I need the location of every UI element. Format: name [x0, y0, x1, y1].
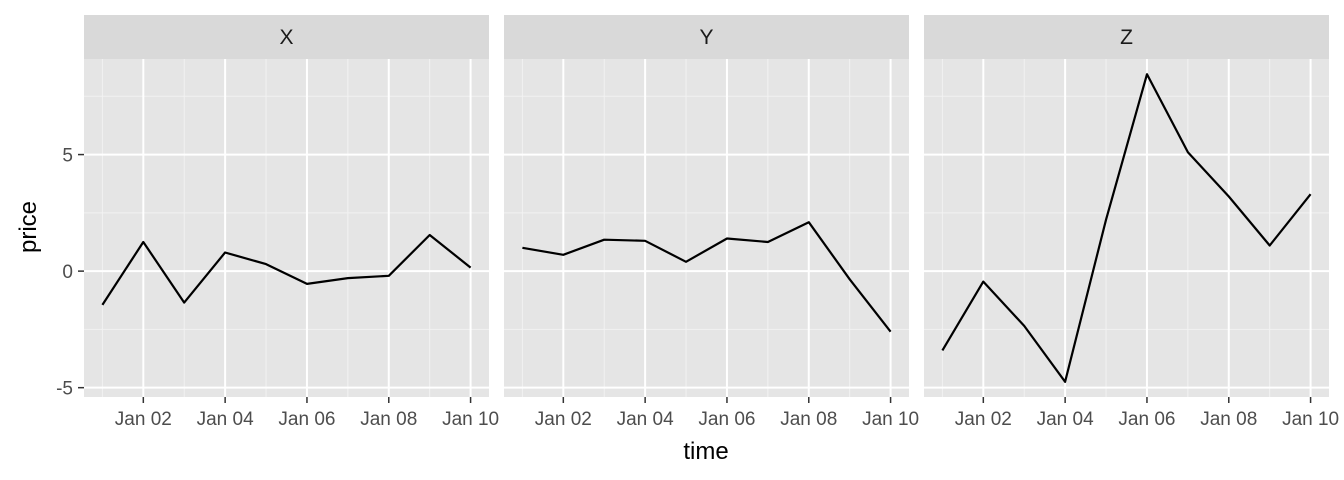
x-tick-label: Jan 04 — [617, 409, 674, 430]
x-tick-label: Jan 08 — [780, 409, 837, 430]
x-tick-label: Jan 06 — [698, 409, 755, 430]
x-tick-label: Jan 10 — [862, 409, 919, 430]
x-tick-label: Jan 04 — [1037, 409, 1094, 430]
x-tick-label: Jan 08 — [1200, 409, 1257, 430]
y-axis: -5 0 5 — [56, 146, 84, 400]
x-tick-label: Jan 04 — [197, 409, 254, 430]
x-tick-label: Jan 10 — [1282, 409, 1339, 430]
x-tick-label: Jan 02 — [955, 409, 1012, 430]
x-tick-label: Jan 10 — [442, 409, 499, 430]
facet-panel-x: X Jan 02 Jan 04 Jan 06 Jan 08 Jan 10 — [84, 15, 499, 430]
x-tick-label: Jan 06 — [1118, 409, 1175, 430]
facet-strip-label: Y — [699, 26, 713, 49]
y-tick-label: 0 — [62, 262, 73, 283]
x-tick-label: Jan 08 — [360, 409, 417, 430]
facet-strip — [84, 15, 489, 59]
panel-background — [504, 59, 909, 397]
facet-panel-z: Z Jan 02 Jan 04 Jan 06 Jan 08 Jan 10 — [924, 15, 1339, 430]
panel-background — [84, 59, 489, 397]
x-axis-title: time — [683, 438, 728, 465]
series-line-y — [522, 221, 892, 333]
series-line-x — [101, 233, 472, 306]
x-tick-label: Jan 02 — [115, 409, 172, 430]
facet-strip — [504, 15, 909, 59]
facet-panels: X Jan 02 Jan 04 Jan 06 Jan 08 Jan 10 Y Jan 02 Ja… — [84, 15, 1339, 430]
facet-strip-label: X — [279, 26, 293, 49]
x-tick-label: Jan 06 — [278, 409, 335, 430]
facet-strip-label: Z — [1120, 26, 1133, 49]
y-tick-label: 5 — [62, 146, 73, 167]
y-tick-label: -5 — [56, 379, 73, 400]
facet-strip — [924, 15, 1329, 59]
facet-panel-y: Y Jan 02 Jan 04 Jan 06 Jan 08 Jan 10 — [504, 15, 919, 430]
x-tick-label: Jan 02 — [535, 409, 592, 430]
panel-background — [924, 59, 1329, 397]
y-axis-title: price — [15, 201, 42, 253]
series-line-z — [941, 73, 1312, 383]
